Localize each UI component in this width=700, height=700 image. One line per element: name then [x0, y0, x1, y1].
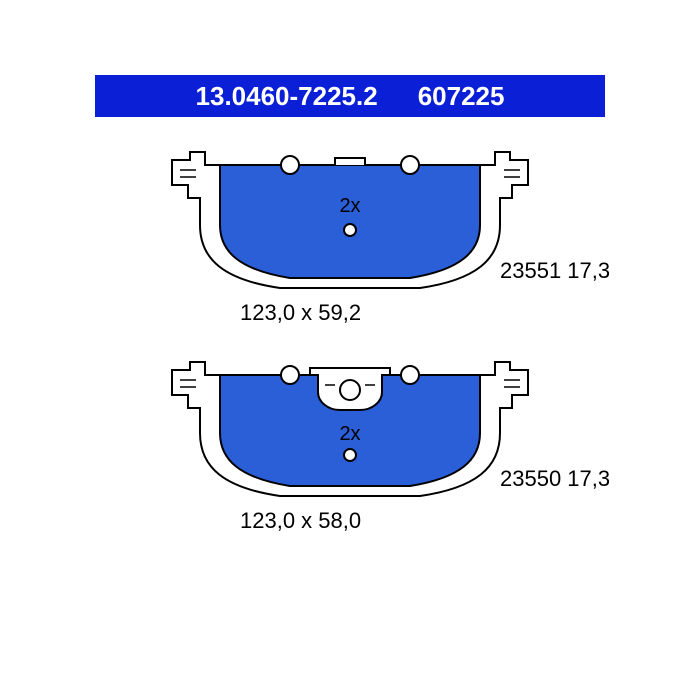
pad-top-friction	[220, 165, 480, 278]
center-notch	[335, 158, 365, 165]
side-label-top: 23551 17,3	[500, 258, 610, 284]
short-code: 607225	[418, 81, 505, 112]
rivet-icon	[281, 366, 299, 384]
brake-pad-top: 2x	[160, 130, 540, 310]
hole-icon	[344, 449, 356, 461]
qty-label: 2x	[339, 423, 360, 445]
hole-icon	[344, 224, 356, 236]
header-bar: 13.0460-7225.2 607225	[95, 75, 605, 117]
rivet-icon	[401, 366, 419, 384]
dim-label-top: 123,0 x 59,2	[240, 300, 361, 326]
brake-pad-bottom: 2x	[160, 340, 540, 520]
qty-label: 2x	[339, 195, 360, 217]
pad-bottom-svg: 2x	[160, 340, 540, 520]
dim-label-bottom: 123,0 x 58,0	[240, 508, 361, 534]
rivet-icon	[401, 156, 419, 174]
pad-top-svg: 2x	[160, 130, 540, 310]
side-label-bottom: 23550 17,3	[500, 466, 610, 492]
part-number: 13.0460-7225.2	[196, 81, 378, 112]
wear-sensor-clip	[310, 368, 390, 410]
diagram-container: 13.0460-7225.2 607225 2x 123,0 x 59	[0, 0, 700, 700]
rivet-icon	[281, 156, 299, 174]
